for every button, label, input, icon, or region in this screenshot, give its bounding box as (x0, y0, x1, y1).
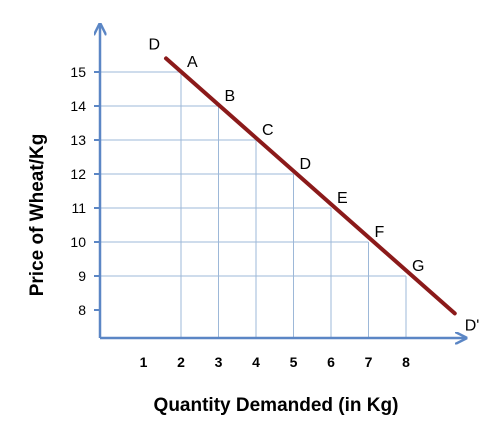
y-tick-label: 14 (70, 98, 86, 114)
y-tick-labels: 8 9 10 11 12 13 14 15 (70, 64, 100, 318)
point-label: A (187, 54, 198, 71)
y-tick-label: 11 (71, 200, 86, 216)
x-tick-label: 7 (365, 354, 373, 370)
x-tick-label: 3 (215, 354, 223, 370)
y-tick-label: 13 (70, 132, 86, 148)
point-labels: A B C D E F G (187, 54, 424, 275)
point-label: D (300, 156, 312, 173)
y-tick-label: 15 (70, 64, 86, 80)
x-tick-label: 4 (252, 354, 260, 370)
curve-end-label: D' (465, 317, 480, 334)
y-axis-title: Price of Wheat/Kg (27, 134, 48, 297)
x-axis-title: Quantity Demanded (in Kg) (154, 395, 399, 416)
y-tick-label: 12 (70, 166, 86, 182)
curve-start-label: D (148, 36, 160, 53)
guide-lines (100, 71, 407, 338)
point-label: F (375, 224, 385, 241)
point-label: B (225, 88, 236, 105)
x-tick-labels: 1 2 3 4 5 6 7 8 (140, 354, 411, 370)
demand-curve-line (164, 56, 457, 316)
x-tick-label: 6 (327, 354, 335, 370)
point-label: E (337, 190, 348, 207)
y-tick-label: 10 (70, 234, 86, 250)
y-tick-label: 8 (78, 302, 86, 318)
x-tick-label: 1 (140, 354, 148, 370)
point-label: G (412, 258, 424, 275)
point-label: C (262, 122, 274, 139)
x-tick-label: 8 (402, 354, 410, 370)
x-tick-label: 5 (290, 354, 298, 370)
y-tick-label: 9 (78, 268, 86, 284)
x-tick-label: 2 (177, 354, 185, 370)
